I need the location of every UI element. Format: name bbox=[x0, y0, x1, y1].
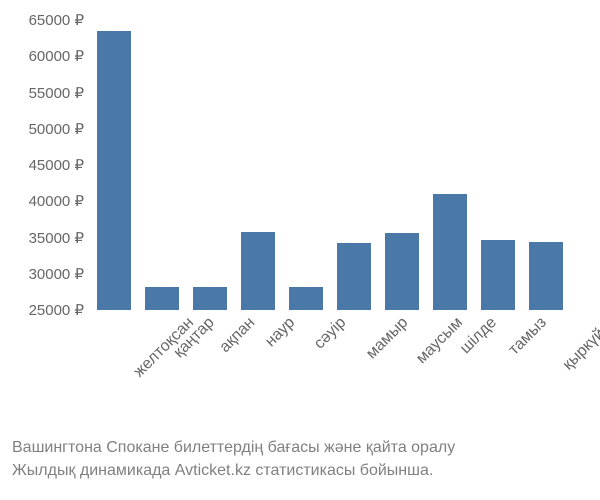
bar bbox=[385, 233, 419, 310]
bar-slot bbox=[138, 20, 186, 310]
x-label-slot: қаңтар bbox=[138, 314, 186, 434]
x-label-slot: қыркүйек bbox=[522, 314, 570, 434]
x-axis-labels: желтоқсанқаңтарақпаннаурсәуірмамырмаусым… bbox=[90, 314, 570, 434]
y-tick-label: 55000 ₽ bbox=[29, 84, 84, 102]
bar bbox=[193, 287, 227, 310]
x-label-slot: ақпан bbox=[186, 314, 234, 434]
bar bbox=[433, 194, 467, 310]
caption-line-1: Вашингтона Спокане билеттердің бағасы жә… bbox=[12, 437, 588, 459]
y-tick-label: 35000 ₽ bbox=[29, 229, 84, 247]
bar bbox=[481, 240, 515, 310]
y-tick-label: 45000 ₽ bbox=[29, 156, 84, 174]
y-tick-label: 60000 ₽ bbox=[29, 47, 84, 65]
x-label-slot: тамыз bbox=[474, 314, 522, 434]
plot-area bbox=[90, 20, 570, 310]
bar-slot bbox=[234, 20, 282, 310]
y-tick-label: 25000 ₽ bbox=[29, 301, 84, 319]
x-label-slot: сәуір bbox=[282, 314, 330, 434]
x-label-slot: наур bbox=[234, 314, 282, 434]
bar-slot bbox=[90, 20, 138, 310]
y-tick-label: 30000 ₽ bbox=[29, 265, 84, 283]
x-label-slot: мамыр bbox=[330, 314, 378, 434]
chart-container: 25000 ₽ 30000 ₽ 35000 ₽ 40000 ₽ 45000 ₽ 50000… bbox=[0, 10, 600, 370]
bars-group bbox=[90, 20, 570, 310]
bar-slot bbox=[282, 20, 330, 310]
bar-slot bbox=[474, 20, 522, 310]
bar-slot bbox=[522, 20, 570, 310]
caption-line-2: Жылдық динамикада Avticket.kz статистика… bbox=[12, 460, 588, 482]
x-label-slot: шілде bbox=[426, 314, 474, 434]
y-tick-label: 40000 ₽ bbox=[29, 192, 84, 210]
x-label-slot: желтоқсан bbox=[90, 314, 138, 434]
bar-slot bbox=[330, 20, 378, 310]
y-tick-label: 65000 ₽ bbox=[29, 11, 84, 29]
bar bbox=[289, 287, 323, 310]
bar bbox=[241, 232, 275, 310]
chart-caption: Вашингтона Спокане билеттердің бағасы жә… bbox=[12, 437, 588, 482]
bar-slot bbox=[426, 20, 474, 310]
bar-slot bbox=[378, 20, 426, 310]
x-tick-label: қыркүйек bbox=[560, 314, 600, 374]
x-label-slot: маусым bbox=[378, 314, 426, 434]
y-tick-label: 50000 ₽ bbox=[29, 120, 84, 138]
bar bbox=[529, 242, 563, 310]
bar bbox=[97, 31, 131, 310]
bar-slot bbox=[186, 20, 234, 310]
bar bbox=[337, 243, 371, 310]
y-axis: 25000 ₽30000 ₽35000 ₽40000 ₽45000 ₽50000… bbox=[0, 20, 88, 310]
bar bbox=[145, 287, 179, 310]
